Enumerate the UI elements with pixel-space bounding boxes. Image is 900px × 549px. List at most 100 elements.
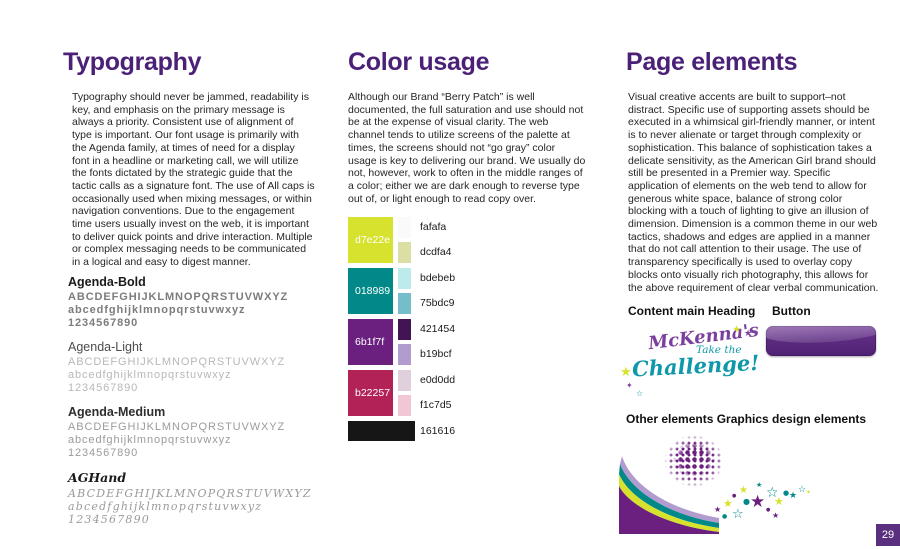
- black-hex-label: 161616: [420, 425, 456, 438]
- tint-swatches: [398, 217, 411, 264]
- color-swatch-main: b22257: [348, 370, 393, 417]
- tint-labels: fafafa dcdfa4: [420, 217, 452, 263]
- font-sample-name: Agenda-Light: [68, 339, 143, 354]
- color-swatch-tint: [398, 242, 411, 264]
- palette-group-green: d7e22e fafafa dcdfa4: [348, 217, 588, 264]
- color-usage-title: Color usage: [348, 48, 490, 76]
- logo-text-take-the: Take the: [696, 344, 742, 357]
- color-swatch-tint: [398, 319, 411, 341]
- page-elements-title: Page elements: [626, 48, 798, 76]
- font-sample-name: Agenda-Medium: [68, 404, 166, 419]
- font-sample-agenda-bold: Agenda-Bold ABCDEFGHIJKLMNOPQRSTUVWXYZ a…: [68, 275, 325, 330]
- specimen-labels: Content main Heading Button: [626, 304, 886, 318]
- tint-hex-label: b19bcf: [420, 348, 452, 361]
- font-sample-aghand: AGHand ABCDEFGHIJKLMNOPQRSTUVWXYZ abcedf…: [68, 470, 325, 526]
- font-sample-agenda-medium: Agenda-Medium ABCDEFGHIJKLMNOPQRSTUVWXYZ…: [68, 405, 325, 460]
- logo-text-challenge: Challenge!: [631, 350, 761, 382]
- font-sample-name: Agenda-Bold: [68, 274, 146, 289]
- color-usage-body: Although our Brand “Berry Patch” is well…: [348, 91, 586, 205]
- specimen-button[interactable]: [766, 326, 876, 357]
- star-icon: [744, 330, 752, 339]
- star-icon: [732, 508, 744, 521]
- halftone-dots-graphic: [656, 428, 732, 495]
- font-sample-numbers: 1234567890: [68, 512, 150, 526]
- star-icon: [789, 492, 797, 501]
- dot-icon: [743, 498, 750, 506]
- font-sample-uppercase: ABCDEFGHIJKLMNOPQRSTUVWXYZ: [68, 486, 312, 500]
- color-swatch-tint: [398, 370, 411, 392]
- tint-labels: 421454 b19bcf: [420, 319, 455, 365]
- font-sample-uppercase: ABCDEFGHIJKLMNOPQRSTUVWXYZ: [68, 290, 289, 303]
- typography-section: Typography Typography should never be ja…: [63, 48, 325, 536]
- star-icon: [772, 512, 779, 520]
- tint-hex-label: bdebeb: [420, 272, 456, 285]
- font-sample-lowercase: abcedfghijklmnopqrstuvwxyz: [68, 433, 232, 446]
- color-swatch-tint: [398, 268, 411, 290]
- color-swatch-main: 6b1f7f: [348, 319, 393, 366]
- tint-hex-label: 75bdc9: [420, 297, 455, 310]
- content-heading-label: Content main Heading: [628, 304, 756, 319]
- tint-hex-label: fafafa: [420, 221, 447, 234]
- page-elements-body: Visual creative accents are built to sup…: [628, 91, 879, 294]
- font-sample-numbers: 1234567890: [68, 381, 139, 394]
- dot-icon: [722, 514, 727, 520]
- tint-hex-label: f1c7d5: [420, 399, 452, 412]
- other-elements-label: Other elements Graphics design elements: [626, 412, 867, 427]
- tint-swatches: [398, 319, 411, 366]
- page-number-badge: 29: [876, 524, 900, 546]
- page-elements-section: Page elements Visual creative accents ar…: [619, 48, 886, 542]
- font-sample-uppercase: ABCDEFGHIJKLMNOPQRSTUVWXYZ: [68, 420, 286, 433]
- color-swatch-tint: [398, 217, 411, 239]
- star-icon: [750, 494, 765, 511]
- tint-hex-label: dcdfa4: [420, 246, 452, 259]
- dot-icon: [766, 508, 770, 513]
- star-icon: [806, 490, 811, 496]
- specimen-row: McKenna's Take the Challenge!: [626, 318, 886, 408]
- tint-swatches: [398, 370, 411, 417]
- star-icon: [636, 390, 643, 398]
- star-icon: [798, 486, 806, 495]
- palette-group-purple: 6b1f7f 421454 b19bcf: [348, 319, 588, 366]
- font-sample-lowercase: abcedfghijklmnopqrstuvwxyz: [68, 499, 263, 513]
- font-sample-numbers: 1234567890: [68, 316, 139, 329]
- color-swatch-tint: [398, 395, 411, 417]
- color-swatch-hex: 6b1f7f: [355, 336, 385, 349]
- palette-group-black: 161616: [348, 421, 588, 442]
- tint-labels: bdebeb 75bdc9: [420, 268, 455, 314]
- font-sample-agenda-light: Agenda-Light ABCDEFGHIJKLMNOPQRSTUVWXYZ …: [68, 340, 325, 395]
- tint-hex-label: e0d0dd: [420, 374, 456, 387]
- star-icon: [620, 366, 632, 379]
- star-icon: [739, 486, 748, 496]
- dot-icon: [732, 494, 736, 499]
- typography-body: Typography should never be jammed, reada…: [72, 91, 315, 269]
- color-palette: d7e22e fafafa dcdfa4 018989: [348, 217, 588, 442]
- stars-cluster-graphic: [626, 430, 886, 542]
- color-swatch-main: d7e22e: [348, 217, 393, 264]
- color-swatch-main: 018989: [348, 268, 393, 315]
- palette-group-teal: 018989 bdebeb 75bdc9: [348, 268, 588, 315]
- color-swatch-tint: [398, 293, 411, 315]
- mckennas-challenge-logo: McKenna's Take the Challenge!: [626, 320, 768, 404]
- color-swatch-hex: d7e22e: [355, 234, 391, 247]
- palette-group-berry: b22257 e0d0dd f1c7d5: [348, 370, 588, 417]
- typography-title: Typography: [63, 48, 202, 76]
- tint-labels: e0d0dd f1c7d5: [420, 370, 455, 416]
- star-icon: [714, 506, 721, 514]
- star-icon: [756, 482, 762, 489]
- star-icon: [626, 382, 633, 390]
- font-samples: Agenda-Bold ABCDEFGHIJKLMNOPQRSTUVWXYZ a…: [63, 275, 325, 526]
- color-swatch-black: [348, 421, 415, 442]
- font-sample-name: AGHand: [68, 469, 127, 485]
- star-icon: [774, 496, 784, 507]
- font-sample-uppercase: ABCDEFGHIJKLMNOPQRSTUVWXYZ: [68, 355, 286, 368]
- color-usage-section: Color usage Although our Brand “Berry Pa…: [348, 48, 588, 442]
- swoosh-ribbon-graphic: [619, 456, 719, 535]
- tint-swatches: [398, 268, 411, 315]
- font-sample-lowercase: abcedfghijklmnopqrstuvwxyz: [68, 368, 232, 381]
- graphic-elements: [619, 428, 886, 542]
- star-icon: [732, 324, 741, 335]
- button-label: Button: [772, 304, 811, 319]
- font-sample-lowercase: abcedfghijklmnopqrstuvwxyz: [68, 303, 246, 316]
- font-sample-numbers: 1234567890: [68, 446, 139, 459]
